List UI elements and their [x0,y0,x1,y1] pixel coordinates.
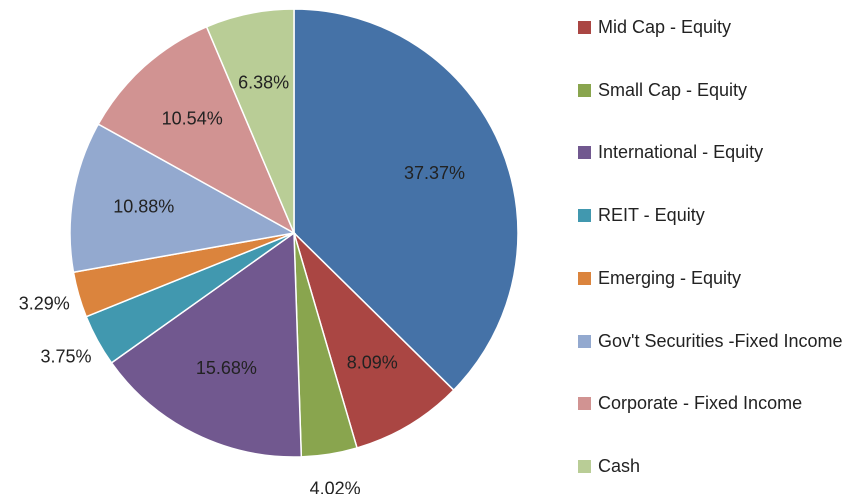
pie-slice [97,25,296,235]
data-label: 15.68% [196,358,257,378]
legend-swatch [578,271,591,285]
legend-swatch [578,146,591,160]
legend-entry: Emerging - Equity [578,263,848,293]
legend-entry: Mid Cap - Equity [578,12,848,42]
legend-label: Cash [598,455,641,476]
legend-label: REIT - Equity [598,205,705,226]
legend-entry: Corporate - Fixed Income [578,388,848,418]
pie-slice [293,8,519,392]
pie-slice [69,123,297,274]
data-label: 4.02% [310,478,361,494]
legend-entry: Gov't Securities -Fixed Income [578,326,848,356]
legend-label: International - Equity [598,142,764,163]
legend-entry: Cash [578,451,848,481]
legend-swatch [578,21,591,34]
legend-label: Gov't Securities -Fixed Income [598,330,843,351]
pie-slice [110,231,303,458]
legend-swatch [578,334,591,348]
legend-entry: Small Cap - Equity [578,75,848,105]
legend-entry: REIT - Equity [578,200,848,230]
legend-label: Emerging - Equity [598,267,742,288]
legend-label: Small Cap - Equity [598,79,748,100]
legend-swatch [578,83,591,97]
legend-swatch [578,397,591,411]
data-label: 3.75% [41,346,92,366]
data-label: 3.29% [19,293,70,313]
data-label: 10.88% [113,197,174,217]
legend-swatch [578,459,591,473]
pie-slice [292,230,455,449]
data-label: 6.38% [238,72,289,92]
legend-label: Corporate - Fixed Income [598,393,803,414]
data-label: 10.54% [162,108,223,128]
legend-entry: International - Equity [578,137,848,167]
data-label: 8.09% [347,352,398,372]
pie-slice [205,8,295,234]
legend-label: Mid Cap - Equity [598,17,732,37]
legend-swatch [578,209,591,223]
data-label: 37.37% [404,163,465,183]
